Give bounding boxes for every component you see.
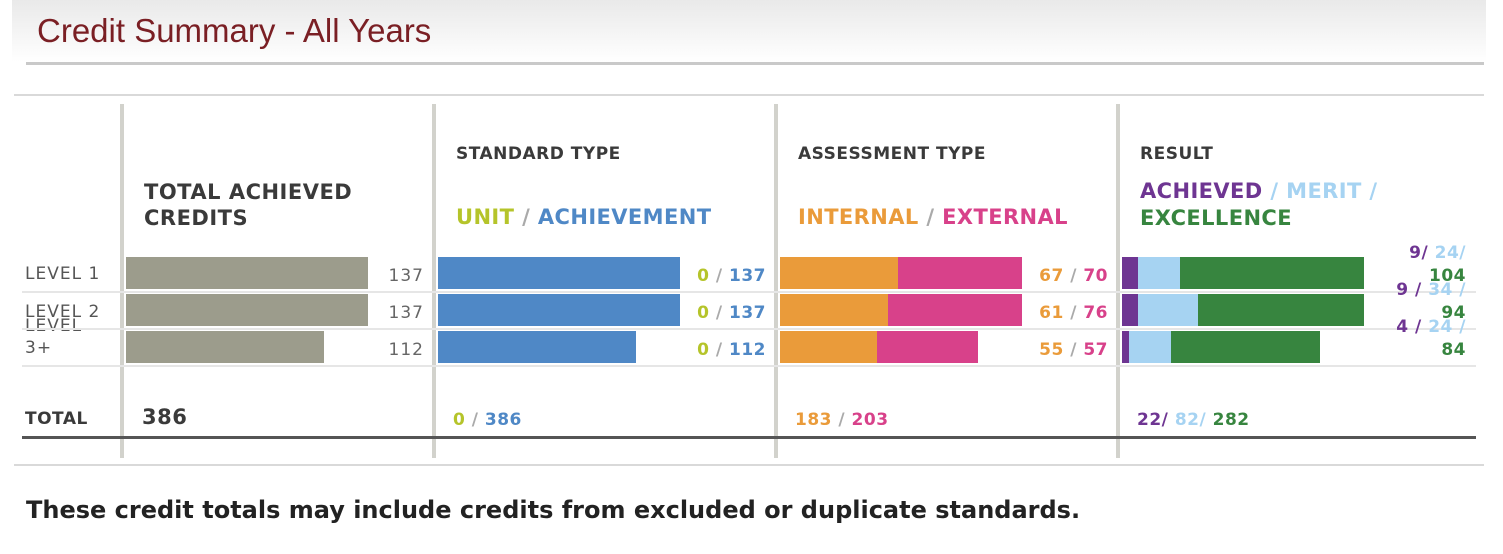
internal-value: 55 xyxy=(1039,340,1064,360)
footnote: These credit totals may include credits … xyxy=(26,496,1081,524)
achievement-bar xyxy=(438,331,636,363)
unit-value: 0 xyxy=(697,266,710,286)
merit-bar xyxy=(1129,331,1172,363)
result-title: RESULT xyxy=(1140,144,1214,164)
excellence-value: 104 xyxy=(1429,266,1466,286)
total-value-level-1: 137 xyxy=(388,266,424,286)
achievement-bar xyxy=(438,294,680,326)
internal-value: 61 xyxy=(1039,303,1064,323)
title-bar xyxy=(12,0,1486,62)
merit-value: 24 xyxy=(1434,243,1460,263)
excellence-bar xyxy=(1180,257,1364,289)
legend-internal: INTERNAL xyxy=(798,205,919,229)
assessment-type-legend: INTERNAL / EXTERNAL xyxy=(798,205,1068,229)
standard-value-level-1: 0 / 137 xyxy=(697,266,766,286)
internal-total: 183 xyxy=(795,410,832,430)
total-bar xyxy=(126,331,324,363)
internal-value: 67 xyxy=(1039,266,1064,286)
external-value: 76 xyxy=(1083,303,1108,323)
excellence-total: 282 xyxy=(1212,410,1250,430)
total-value-level-3: 112 xyxy=(388,340,424,360)
standard-type-total: 0 / 386 xyxy=(453,410,522,430)
achieved-value: 9 xyxy=(1396,280,1409,300)
result-legend: ACHIEVED / MERIT / EXCELLENCE xyxy=(1140,179,1378,230)
merit-value: 34 xyxy=(1428,280,1453,300)
external-bar xyxy=(877,331,978,363)
unit-total: 0 xyxy=(453,410,466,430)
legend-merit: MERIT xyxy=(1286,179,1362,203)
legend-excellence: EXCELLENCE xyxy=(1140,206,1292,230)
assessment-type-total: 183 / 203 xyxy=(795,410,889,430)
legend-achieved: ACHIEVED xyxy=(1140,179,1263,203)
result-total: 22/ 82/ 282 xyxy=(1137,410,1250,430)
excellence-bar xyxy=(1197,294,1364,326)
legend-external: EXTERNAL xyxy=(942,205,1068,229)
row-separator xyxy=(22,291,1476,293)
achievement-value: 137 xyxy=(729,266,766,286)
row-separator xyxy=(22,328,1476,330)
achievement-bar xyxy=(438,257,680,289)
row-label-level-2: LEVEL 2 xyxy=(25,302,101,322)
achievement-total: 386 xyxy=(484,410,522,430)
result-value-level-1: 9/ 24/104 xyxy=(1409,243,1466,286)
achievement-value: 112 xyxy=(729,340,766,360)
legend-unit: UNIT xyxy=(456,205,515,229)
assessment-type-title: ASSESSMENT TYPE xyxy=(798,144,986,164)
external-total: 203 xyxy=(851,410,889,430)
excellence-bar xyxy=(1171,331,1320,363)
row-separator xyxy=(22,365,1476,367)
excellence-value: 84 xyxy=(1441,340,1466,360)
external-value: 57 xyxy=(1083,340,1108,360)
total-row-label: TOTAL xyxy=(25,409,88,429)
total-achieved-heading: TOTAL ACHIEVED CREDITS xyxy=(144,180,353,230)
achievement-value: 137 xyxy=(729,303,766,323)
standard-value-level-3: 0 / 112 xyxy=(697,340,766,360)
total-value-level-2: 137 xyxy=(388,303,424,323)
standard-type-title: STANDARD TYPE xyxy=(456,144,621,164)
standard-type-legend: UNIT / ACHIEVEMENT xyxy=(456,205,712,229)
external-value: 70 xyxy=(1083,266,1108,286)
internal-bar xyxy=(780,294,888,326)
page-title: Credit Summary - All Years xyxy=(37,12,432,49)
row-label-level-1: LEVEL 1 xyxy=(25,264,101,284)
total-achieved-value: 386 xyxy=(142,405,188,429)
excellence-value: 94 xyxy=(1441,303,1466,323)
chart-frame-bottom xyxy=(14,464,1484,466)
achieved-value: 4 xyxy=(1396,317,1409,337)
internal-bar xyxy=(780,331,878,363)
achieved-bar xyxy=(1122,257,1138,289)
achieved-bar xyxy=(1122,331,1130,363)
column-divider xyxy=(120,104,124,458)
achieved-value: 9 xyxy=(1409,243,1422,263)
column-divider xyxy=(774,104,778,458)
legend-achievement: ACHIEVEMENT xyxy=(537,205,712,229)
merit-bar xyxy=(1137,257,1181,289)
unit-value: 0 xyxy=(697,303,710,323)
total-rule xyxy=(22,436,1476,439)
external-bar xyxy=(887,294,1022,326)
internal-bar xyxy=(780,257,899,289)
standard-value-level-2: 0 / 137 xyxy=(697,303,766,323)
column-divider xyxy=(432,104,436,458)
result-value-level-3: 4 / 24 /84 xyxy=(1396,317,1466,360)
merit-bar xyxy=(1137,294,1198,326)
row-label-level-3: LEVEL 3+ xyxy=(25,316,83,358)
external-bar xyxy=(898,257,1022,289)
column-divider xyxy=(1116,104,1120,458)
assessment-value-level-1: 67 / 70 xyxy=(1039,266,1108,286)
total-bar xyxy=(126,257,368,289)
unit-value: 0 xyxy=(697,340,710,360)
assessment-value-level-3: 55 / 57 xyxy=(1039,340,1108,360)
merit-total: 82 xyxy=(1174,410,1200,430)
title-divider xyxy=(26,62,1484,65)
total-bar xyxy=(126,294,368,326)
achieved-total: 22 xyxy=(1137,410,1162,430)
merit-value: 24 xyxy=(1428,317,1453,337)
result-value-level-2: 9 / 34 /94 xyxy=(1396,280,1466,323)
achieved-bar xyxy=(1122,294,1138,326)
assessment-value-level-2: 61 / 76 xyxy=(1039,303,1108,323)
chart-frame-top xyxy=(14,94,1484,96)
